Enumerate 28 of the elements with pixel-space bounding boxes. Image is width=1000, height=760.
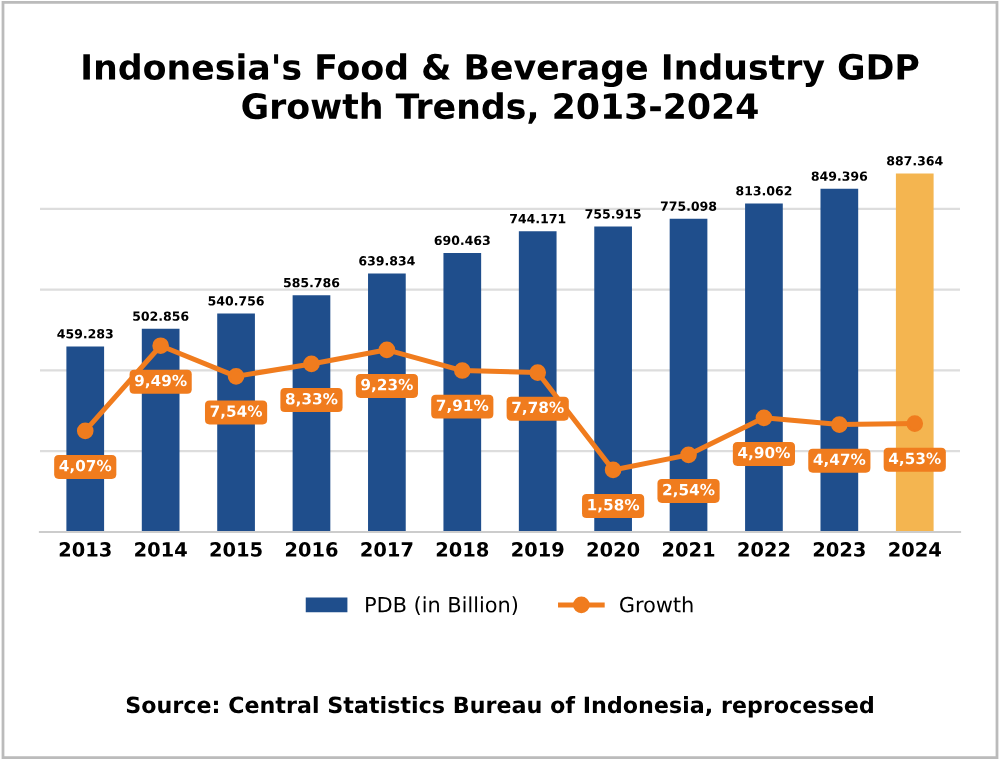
point [378, 341, 396, 359]
point [453, 362, 471, 379]
x-tick-label: 2021 [663, 542, 715, 557]
x-tick-label: 2017 [361, 542, 413, 557]
point [755, 409, 773, 427]
point [152, 337, 169, 355]
point [529, 364, 547, 381]
point [680, 446, 697, 464]
x-tick-label: 2013 [59, 542, 111, 557]
x-tick-label: 2023 [813, 542, 865, 557]
point [76, 422, 94, 440]
point [303, 355, 320, 373]
x-tick-label: 2015 [210, 542, 262, 557]
point [227, 368, 245, 385]
source-note: Source: Central Statistics Bureau of Indonesia, reprocessed [126, 696, 873, 718]
x-tick-label: 2014 [135, 542, 187, 557]
x-tick-label: 2024 [889, 542, 941, 557]
x-tick-label: 2022 [738, 542, 790, 557]
x-tick-label: 2016 [285, 542, 338, 557]
x-tick-label: 2019 [512, 542, 564, 557]
point [906, 415, 924, 432]
x-tick-label: 2020 [587, 542, 640, 557]
point [831, 416, 848, 433]
point [604, 461, 622, 479]
legend-label: PDB (in Billion) [366, 596, 518, 615]
legend-label: Growth [620, 596, 693, 613]
chart-title: Indonesia's Food & Beverage Industry GDP Growth Trends, 2013-2024 [83, 53, 919, 124]
x-tick-label: 2018 [436, 542, 489, 557]
